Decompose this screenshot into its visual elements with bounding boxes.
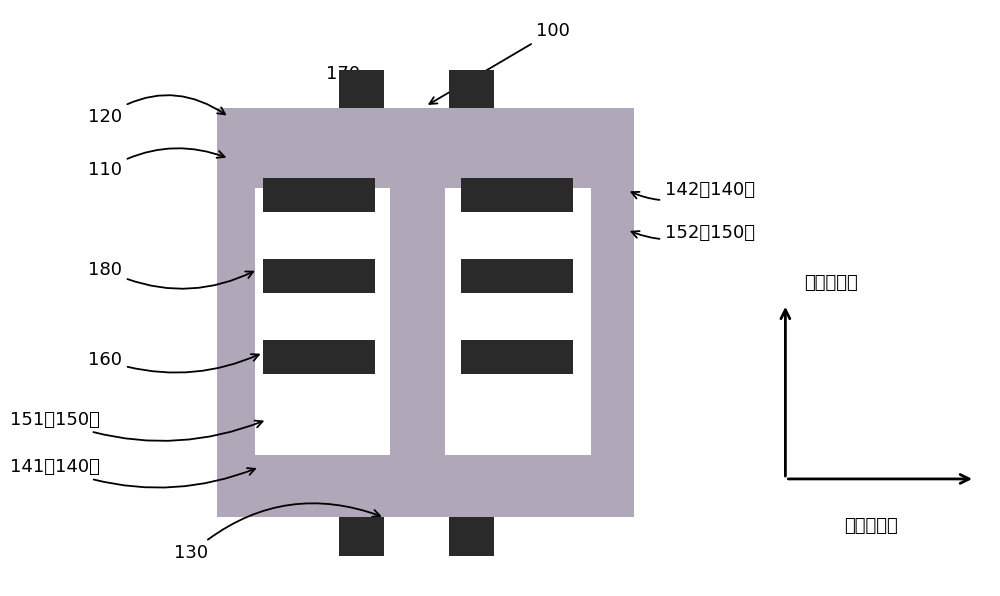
- Bar: [263, 340, 375, 374]
- Bar: [390, 108, 445, 517]
- Text: 170: 170: [326, 65, 360, 103]
- Bar: [449, 70, 494, 108]
- Text: 120: 120: [88, 95, 225, 126]
- Text: 142（140）: 142（140）: [631, 181, 755, 200]
- Text: 易磁化方向: 易磁化方向: [844, 517, 898, 535]
- Text: 152（150）: 152（150）: [632, 224, 755, 242]
- Text: 160: 160: [88, 351, 259, 372]
- Text: 130: 130: [174, 503, 380, 562]
- Bar: [449, 517, 494, 556]
- Text: 100: 100: [429, 22, 570, 104]
- Text: 141（140）: 141（140）: [10, 458, 255, 488]
- Text: 110: 110: [88, 148, 225, 179]
- Bar: [461, 340, 573, 374]
- Bar: [461, 259, 573, 293]
- Bar: [339, 70, 384, 108]
- Bar: [461, 178, 573, 212]
- Bar: [255, 188, 591, 455]
- Text: 难磁化方向: 难磁化方向: [804, 274, 858, 292]
- Text: 180: 180: [88, 260, 253, 288]
- Bar: [263, 259, 375, 293]
- Text: 151（150）: 151（150）: [10, 411, 263, 441]
- Bar: [217, 108, 634, 517]
- Bar: [263, 178, 375, 212]
- Bar: [339, 517, 384, 556]
